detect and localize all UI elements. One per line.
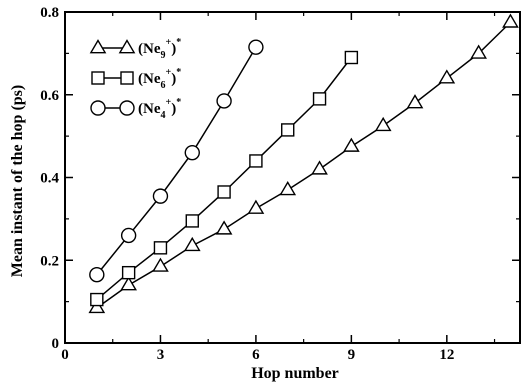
legend-marker (91, 71, 105, 85)
data-point-triangle (374, 116, 392, 132)
legend-label-part: (Ne (138, 101, 161, 117)
x-axis-label: Hop number (251, 365, 339, 382)
data-point-triangle (279, 181, 297, 196)
series-line-circle (96, 46, 257, 276)
data-point-triangle (438, 69, 456, 84)
legend-label-part: ) (171, 71, 176, 87)
series-square (90, 50, 359, 307)
data-point-triangle (343, 137, 360, 152)
y-tick-label: 0.2 (40, 253, 59, 269)
y-tick-label: 0.6 (40, 88, 59, 104)
data-point-circle (120, 227, 137, 244)
data-point-circle (89, 267, 105, 283)
legend-label: (Ne6+)* (138, 67, 181, 91)
legend-label-part: 4 (161, 110, 166, 121)
series-circle (89, 39, 264, 283)
legend-label-part: * (176, 97, 181, 108)
data-point-triangle (247, 199, 265, 214)
x-tick-label: 3 (157, 347, 165, 363)
legend-entry-triangle: (Ne9+)* (89, 37, 181, 61)
series-triangle (88, 13, 519, 314)
legend-label-part: * (176, 37, 181, 48)
data-point-square (90, 292, 104, 307)
data-point-triangle (502, 13, 519, 28)
plot-area (88, 13, 519, 314)
x-tick-label: 6 (252, 347, 260, 363)
x-tick-label: 0 (61, 347, 69, 363)
data-point-triangle (311, 160, 328, 175)
legend-label-part: + (166, 67, 172, 78)
legend-label: (Ne4+)* (138, 97, 181, 121)
y-tick-label: 0.4 (40, 171, 59, 187)
data-point-circle (248, 39, 264, 55)
data-point-triangle (470, 44, 487, 59)
data-point-triangle (88, 298, 106, 314)
y-tick-label: 0 (52, 336, 60, 352)
data-point-triangle (152, 257, 169, 272)
data-point-square (185, 214, 199, 228)
legend-marker (118, 39, 136, 54)
legend-marker (89, 39, 107, 54)
legend-label-part: ) (171, 101, 176, 117)
data-point-circle (184, 144, 200, 161)
legend-marker (120, 71, 134, 85)
data-point-triangle (215, 220, 233, 235)
axes: 0 3 6 9 12 0 0.2 0.4 0.6 0.8 (40, 5, 521, 363)
legend-label-part: (Ne (138, 41, 161, 57)
legend-label-part: ) (171, 41, 176, 57)
legend-label: (Ne9+)* (138, 37, 181, 61)
y-axis-label: Mean instant of the hop (ps) (9, 85, 26, 277)
x-tick-label: 9 (348, 347, 356, 363)
y-tick-label: 0.8 (40, 5, 59, 21)
legend-marker (90, 100, 106, 116)
legend-label-part: 9 (161, 50, 166, 61)
legend-entry-circle: (Ne4+)* (90, 97, 181, 121)
legend-label-part: + (166, 37, 172, 48)
data-point-circle (152, 188, 169, 204)
x-tick-label: 12 (439, 347, 454, 363)
data-point-square (312, 92, 327, 106)
legend-entry-square: (Ne6+)* (91, 67, 181, 91)
data-point-triangle (183, 236, 201, 252)
data-point-square (281, 123, 295, 137)
legend-marker (119, 100, 135, 116)
legend-label-part: (Ne (138, 71, 161, 87)
data-point-triangle (120, 276, 137, 291)
legend-label-part: + (166, 97, 172, 108)
legend: (Ne9+)*(Ne6+)*(Ne4+)* (89, 37, 181, 121)
data-point-square (249, 154, 263, 168)
data-point-square (153, 241, 168, 255)
legend-label-part: * (176, 67, 181, 78)
data-point-square (121, 265, 136, 280)
data-point-triangle (406, 94, 424, 109)
data-point-square (344, 50, 359, 65)
legend-label-part: 6 (161, 80, 166, 91)
plot-frame (64, 11, 521, 344)
data-point-square (217, 185, 231, 199)
data-point-circle (216, 93, 232, 109)
